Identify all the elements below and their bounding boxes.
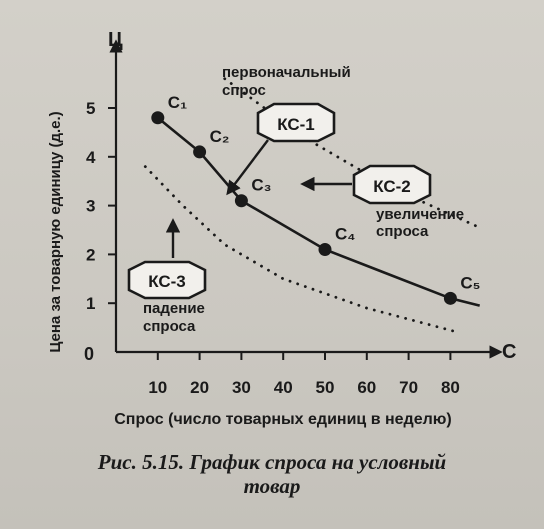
y-tick-label: 2: [86, 245, 95, 264]
y-axis-title: Цена за товарную единицу (д.е.): [47, 111, 64, 352]
shifted-demand-curve-2: [143, 165, 461, 334]
badge-ks3: КС-3: [127, 260, 207, 300]
svg-text:КС-1: КС-1: [277, 115, 315, 134]
x-tick-label: 10: [148, 378, 167, 397]
caption-line-1: Рис. 5.15. График спроса на условный: [97, 450, 447, 474]
demand-decrease-label: падение спроса: [143, 300, 205, 335]
y-tick-label: 4: [86, 148, 96, 167]
point-label: C₅: [460, 273, 480, 292]
original-demand-label: первоначальный спрос: [222, 64, 351, 99]
point-label: C₁: [168, 93, 187, 112]
figure-caption: Рис. 5.15. График спроса на условный тов…: [0, 450, 544, 498]
origin-label: 0: [84, 344, 94, 364]
x-tick-label: 30: [232, 378, 251, 397]
x-tick-label: 60: [357, 378, 376, 397]
point-label: C₂: [210, 127, 230, 146]
x-ticks: 10 20 30 40 50 60 70 80: [148, 352, 460, 397]
badge-ks1: КС-1: [256, 102, 336, 143]
point-label: C₃: [251, 176, 271, 195]
arrow-ks1: [226, 139, 269, 196]
x-axis-title: Спрос (число товарных единиц в неделю): [114, 411, 452, 428]
x-axis-letter: С: [502, 341, 516, 363]
caption-line-2: товар: [243, 474, 301, 498]
data-point: [234, 194, 248, 208]
data-point: [193, 145, 207, 159]
data-point: [151, 111, 165, 125]
point-markers: C₁ C₂ C₃ C₄ C₅: [151, 93, 480, 305]
x-tick-label: 50: [316, 378, 335, 397]
data-point: [443, 291, 457, 305]
x-tick-label: 20: [190, 378, 209, 397]
y-ticks: 1 2 3 4 5: [86, 99, 116, 313]
y-tick-label: 3: [86, 197, 95, 216]
y-tick-label: 1: [86, 294, 95, 313]
y-axis-letter: Ц: [108, 29, 123, 51]
point-label: C₄: [335, 225, 355, 244]
svg-text:КС-3: КС-3: [148, 272, 186, 291]
svg-text:КС-2: КС-2: [373, 177, 411, 196]
y-tick-label: 5: [86, 99, 95, 118]
data-point: [318, 243, 332, 257]
demand-increase-label: увеличение спроса: [376, 206, 464, 240]
x-tick-label: 40: [274, 378, 293, 397]
x-tick-label: 80: [441, 378, 460, 397]
x-tick-label: 70: [399, 378, 418, 397]
badge-ks2: КС-2: [352, 164, 432, 205]
